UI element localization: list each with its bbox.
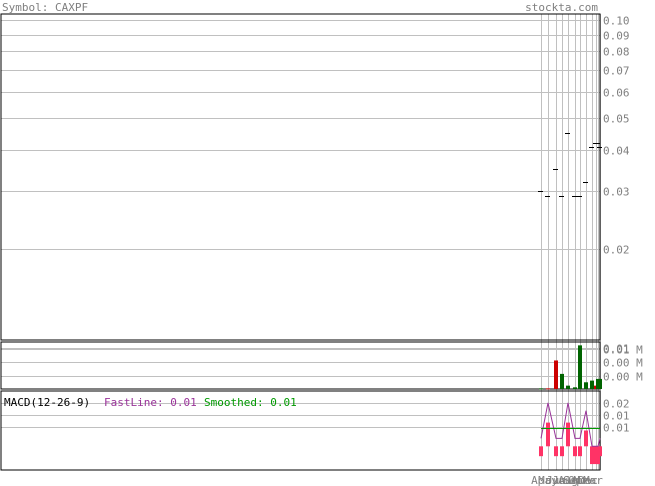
volume-bar: [539, 388, 543, 390]
macd-histogram-bar: [566, 422, 570, 447]
volume-bar: [546, 388, 550, 390]
volume-bar: [578, 345, 582, 389]
x-tick-label: May: [538, 474, 558, 486]
macd-histogram-bar: [573, 446, 577, 457]
macd-histogram-bar: [560, 446, 564, 457]
x-tick-label: Mar: [583, 474, 603, 486]
macd-histogram-bar: [546, 422, 550, 447]
volume-tick-label: 0.01 M: [603, 344, 643, 357]
volume-bar: [573, 387, 577, 389]
grid-lines: [1, 14, 601, 470]
price-tick-label: 0.07: [603, 65, 630, 78]
x-tick-label: Aug: [558, 474, 578, 486]
volume-bar: [566, 385, 570, 389]
symbol-label: Symbol: CAXPF: [2, 1, 88, 14]
price-tick-label: 0.06: [603, 87, 630, 100]
price-tick-label: 0.01: [603, 343, 630, 356]
volume-tick-label: 0.00 M: [603, 357, 643, 370]
volume-bar: [560, 373, 564, 389]
volume-tick-label: 0.00 M: [603, 371, 643, 384]
volume-bar: [590, 380, 594, 389]
x-tick-label: Dec: [578, 474, 598, 486]
price-panel-frame: [0, 13, 601, 341]
x-tick-label: Oct: [568, 474, 588, 486]
macd-histogram-bar: [578, 446, 582, 457]
price-tick-label: 0.03: [603, 186, 630, 199]
volume-bar: [554, 360, 558, 389]
macd-histogram-bar: [539, 446, 543, 457]
macd-panel-frame: [0, 390, 601, 471]
macd-histogram-bar: [590, 446, 594, 465]
macd-histogram-bar: [598, 446, 602, 457]
site-label[interactable]: stockta.com: [525, 1, 598, 14]
x-tick-label: Jun: [546, 474, 566, 486]
macd-tick-label: 0.01: [603, 410, 630, 423]
x-tick-label: Sep: [563, 474, 583, 486]
price-tick-label: 0.08: [603, 46, 630, 59]
macd-fastline: [540, 402, 601, 447]
volume-panel-frame: [0, 341, 601, 390]
price-tick-label: 0.02: [603, 244, 630, 257]
macd-fastline-label: FastLine: 0.01: [104, 396, 197, 409]
macd-title: MACD(12-26-9): [4, 396, 90, 409]
x-tick-label: Jul: [552, 474, 572, 486]
macd-series: [539, 402, 602, 465]
axis-labels: 0.100.090.080.070.060.050.040.030.020.01…: [531, 15, 643, 486]
x-tick-label: Apr: [531, 474, 551, 486]
price-series: [538, 133, 602, 197]
macd-smoothed-label: Smoothed: 0.01: [204, 396, 297, 409]
volume-series: [539, 345, 602, 390]
price-tick-label: 0.10: [603, 15, 630, 28]
macd-tick-label: 0.01: [603, 422, 630, 435]
price-tick-label: 0.09: [603, 30, 630, 43]
macd-histogram-bar: [584, 430, 588, 447]
price-tick-label: 0.04: [603, 145, 630, 158]
price-tick-label: 0.05: [603, 113, 630, 126]
panel-frames: [0, 13, 601, 471]
macd-tick-label: 0.02: [603, 398, 630, 411]
volume-bar: [584, 382, 588, 389]
volume-bar: [598, 378, 602, 389]
x-tick-label: Nov: [573, 474, 593, 486]
macd-histogram-bar: [554, 446, 558, 457]
